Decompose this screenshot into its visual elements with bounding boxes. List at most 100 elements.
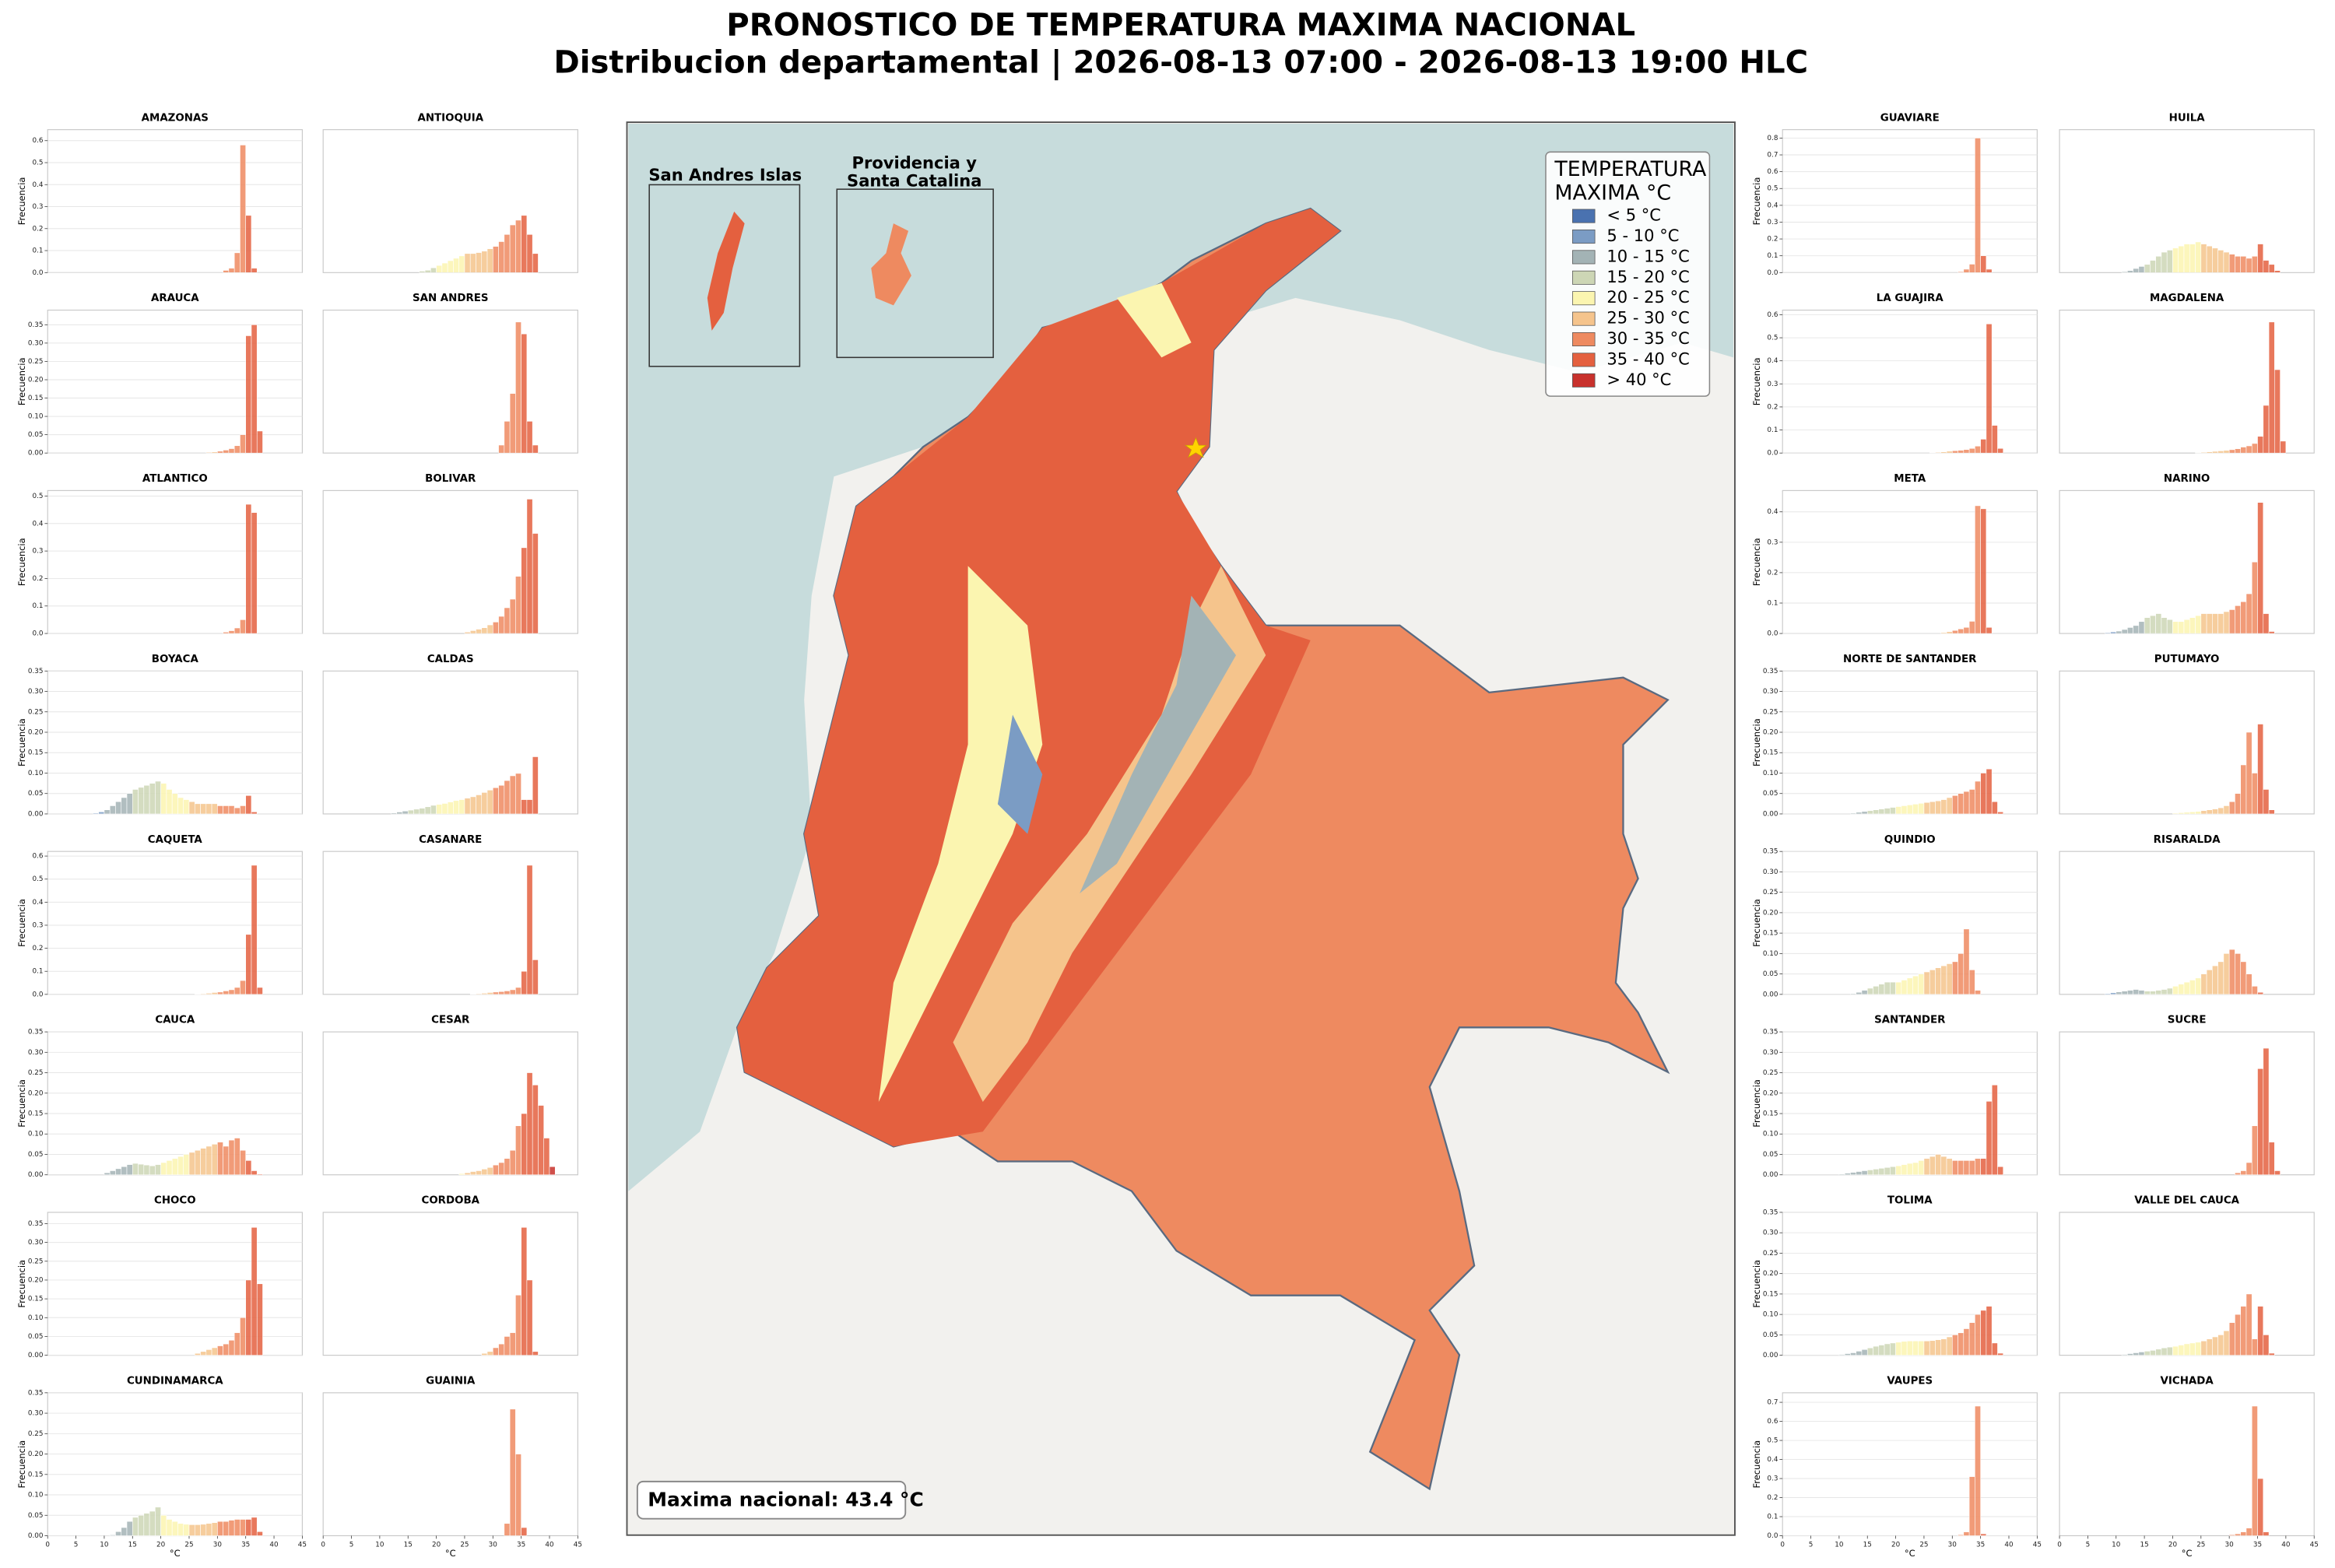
legend-label: 20 - 25 °C <box>1606 287 1689 307</box>
bar <box>1878 1345 1885 1356</box>
bar <box>200 803 207 815</box>
bar <box>205 1145 212 1176</box>
bar <box>211 803 218 815</box>
annotation-box <box>636 1480 907 1520</box>
bar <box>2251 561 2258 634</box>
bar <box>2212 809 2218 815</box>
plot-area <box>2059 670 2315 815</box>
bar <box>245 1279 252 1356</box>
bar <box>2257 502 2264 634</box>
bar <box>138 1163 145 1176</box>
bar <box>2263 1335 2270 1356</box>
x-tick-label: 40 <box>2281 1541 2291 1549</box>
bar <box>143 784 150 815</box>
bar <box>1866 987 1873 995</box>
bar <box>504 1158 511 1176</box>
y-axis-label: Frecuencia <box>1751 1260 1762 1308</box>
bar <box>1923 1340 1930 1356</box>
y-tick-label: 0.15 <box>28 1110 44 1118</box>
bar <box>2150 1350 2156 1356</box>
y-tick-label: 0.4 <box>1767 357 1778 365</box>
x-tick-label: 45 <box>2310 1541 2319 1549</box>
bar <box>149 1165 156 1176</box>
legend-swatch <box>1572 291 1596 306</box>
bar <box>1986 768 1993 815</box>
x-tick-label: 30 <box>489 1541 498 1549</box>
bar <box>2212 965 2218 995</box>
bar <box>1975 1405 1981 1536</box>
bar <box>1980 773 1987 815</box>
panel-title: CAUCA <box>155 1015 195 1026</box>
bar <box>194 1149 201 1176</box>
bar <box>1940 799 1947 815</box>
bar <box>2116 991 2123 995</box>
bar <box>504 1336 511 1356</box>
bar <box>2127 990 2133 995</box>
bar <box>1884 1343 1891 1356</box>
bar <box>1958 628 1965 634</box>
plot-area <box>47 1031 303 1176</box>
y-tick-label: 0.1 <box>1767 252 1778 260</box>
bar <box>188 1152 195 1176</box>
plot-area <box>1782 670 2038 815</box>
x-tick-label: 20 <box>2168 1541 2178 1549</box>
y-tick-label: 0.0 <box>1767 630 1778 638</box>
bar <box>2138 1352 2145 1356</box>
bar <box>1844 1173 1851 1176</box>
bar <box>1935 452 1942 454</box>
plot-area <box>2059 1212 2315 1356</box>
y-tick-label: 0.3 <box>1767 219 1778 226</box>
y-tick-label: 0.05 <box>28 431 44 439</box>
bar <box>2235 793 2241 815</box>
bar <box>228 1339 235 1356</box>
bar <box>2217 1335 2224 1356</box>
bar <box>2206 970 2213 995</box>
y-tick-label: 0.15 <box>28 395 44 402</box>
bar <box>1901 805 1908 815</box>
bar <box>2178 812 2185 815</box>
bar <box>104 809 111 815</box>
x-tick-label: 35 <box>2253 1541 2262 1549</box>
plot-area <box>47 1212 303 1356</box>
bar <box>515 1125 521 1176</box>
bar <box>1884 981 1891 995</box>
bar <box>1946 1336 1953 1356</box>
bar <box>200 1351 207 1356</box>
bar <box>2240 961 2247 995</box>
bar <box>1901 1341 1908 1356</box>
bar <box>1980 1310 1987 1356</box>
bar <box>2200 810 2207 815</box>
y-tick-label: 0.25 <box>1763 1069 1778 1077</box>
bar <box>228 630 235 634</box>
y-tick-label: 0.5 <box>1767 185 1778 193</box>
y-tick-label: 0.35 <box>28 668 44 675</box>
panel-title: CASANARE <box>419 834 482 846</box>
y-tick-label: 0.1 <box>32 247 43 255</box>
bar <box>2127 270 2133 273</box>
plot-area <box>322 489 578 634</box>
bar <box>149 1510 156 1536</box>
bar <box>2121 1354 2128 1356</box>
x-tick-label: 0 <box>2057 1541 2062 1549</box>
x-tick-label: 45 <box>298 1541 307 1549</box>
bar <box>2228 609 2235 634</box>
bar <box>498 991 505 995</box>
bar <box>1963 1160 1970 1176</box>
y-tick-label: 0.0 <box>1767 269 1778 277</box>
bar <box>1952 961 1958 995</box>
bar <box>1912 975 1919 995</box>
bar <box>486 1351 493 1356</box>
bar <box>521 970 528 995</box>
bar <box>211 1144 218 1176</box>
bar <box>1980 255 1987 273</box>
bar <box>1856 991 1863 995</box>
bar <box>228 268 235 273</box>
bar <box>2251 986 2258 995</box>
hot-zone <box>737 209 1340 1147</box>
bar <box>2138 990 2145 995</box>
bar <box>166 789 173 815</box>
bar <box>469 253 476 273</box>
panel-title: CAQUETA <box>148 834 203 846</box>
bar <box>2212 613 2218 634</box>
bar <box>464 1172 471 1176</box>
